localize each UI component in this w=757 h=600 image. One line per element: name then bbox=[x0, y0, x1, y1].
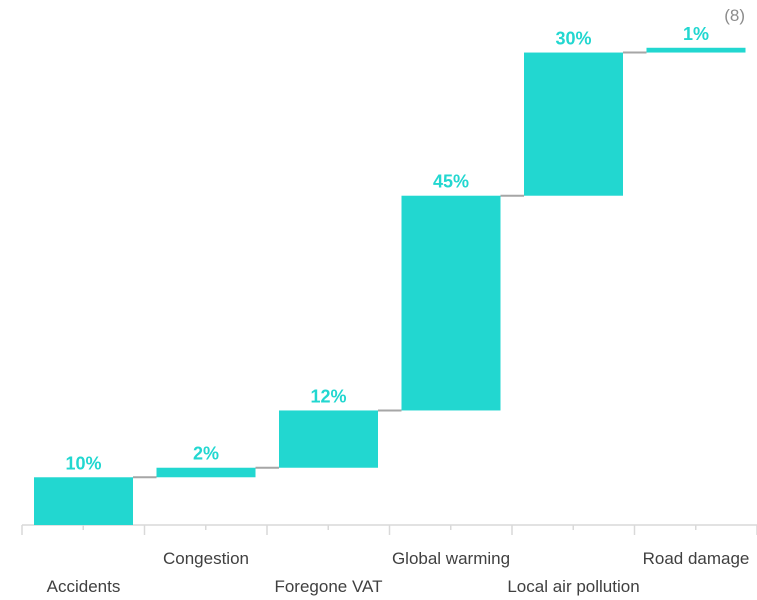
value-label: 45% bbox=[433, 172, 469, 192]
waterfall-bar-global-warming bbox=[401, 195, 501, 411]
x-tick-label: Global warming bbox=[392, 549, 510, 568]
value-label: 2% bbox=[193, 444, 219, 464]
value-label: 1% bbox=[683, 24, 709, 44]
waterfall-bar-local-air-pollution bbox=[524, 52, 623, 196]
value-label: 12% bbox=[310, 386, 346, 406]
corner-note: (8) bbox=[724, 6, 745, 25]
waterfall-bar-congestion bbox=[156, 467, 256, 478]
waterfall-bar-foregone-vat bbox=[279, 410, 378, 468]
value-label: 30% bbox=[555, 29, 591, 49]
waterfall-bar-road-damage bbox=[646, 47, 746, 53]
x-tick-label: Local air pollution bbox=[507, 577, 639, 596]
x-tick-label: Accidents bbox=[47, 577, 121, 596]
value-label: 10% bbox=[65, 453, 101, 473]
x-tick-label: Congestion bbox=[163, 549, 249, 568]
x-tick-label: Road damage bbox=[643, 549, 750, 568]
x-tick-label: Foregone VAT bbox=[274, 577, 382, 596]
waterfall-bar-accidents bbox=[34, 477, 133, 525]
